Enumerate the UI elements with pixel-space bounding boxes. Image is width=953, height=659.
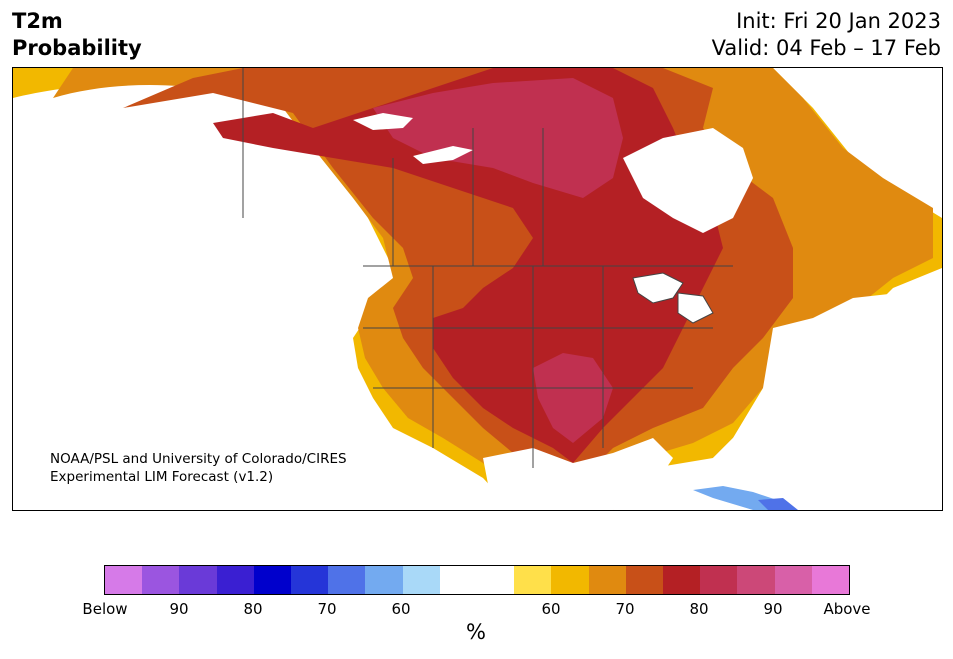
gulf-of-mexico [483, 438, 673, 510]
hudson-bay [623, 128, 753, 233]
map-title: T2m Probability [12, 8, 142, 62]
colorbar-tick: 70 [615, 600, 635, 618]
colorbar-tick: 80 [243, 600, 263, 618]
great-bear-lake [353, 113, 413, 130]
region-prob-85 [373, 78, 623, 198]
colorbar-swatch [625, 566, 664, 594]
great-slave-lake [413, 146, 473, 164]
date-info: Init: Fri 20 Jan 2023 Valid: 04 Feb – 17… [712, 8, 941, 62]
colorbar-swatch [811, 566, 850, 594]
colorbar-swatch [291, 566, 329, 594]
colorbar-swatch [774, 566, 812, 594]
colorbar-swatch [439, 566, 478, 594]
colorbar-swatch [663, 566, 701, 594]
valid-range: Valid: 04 Feb – 17 Feb [711, 36, 941, 60]
great-lakes [632, 272, 714, 324]
credit-line-1: NOAA/PSL and University of Colorado/CIRE… [50, 451, 347, 467]
colorbar-swatch [253, 566, 292, 594]
atlantic-ocean [613, 288, 942, 510]
colorbar-swatch [551, 566, 589, 594]
colorbar-swatch [216, 566, 254, 594]
colorbar-swatch [588, 566, 626, 594]
colorbar-tick: 70 [317, 600, 337, 618]
probability-map-svg [13, 68, 942, 510]
political-borders [242, 68, 733, 468]
colorbar-swatch [402, 566, 440, 594]
colorbar-swatch [105, 566, 143, 594]
colorbar-swatch [179, 566, 217, 594]
colorbar-tick: 90 [169, 600, 189, 618]
colorbar-swatch [700, 566, 738, 594]
colorbar-tick: 80 [689, 600, 709, 618]
credit-text: NOAA/PSL and University of Colorado/CIRE… [50, 450, 347, 486]
colorbar-swatch [477, 566, 515, 594]
forecast-map: NOAA/PSL and University of Colorado/CIRE… [12, 67, 943, 511]
product-label: Probability [12, 36, 142, 60]
colorbar-swatch [365, 566, 403, 594]
colorbar-swatch [514, 566, 552, 594]
credit-line-2: Experimental LIM Forecast (v1.2) [50, 469, 274, 485]
colorbar-swatch [328, 566, 366, 594]
colorbar-tick: 90 [763, 600, 783, 618]
colorbar [104, 565, 850, 595]
colorbar-swatch [142, 566, 180, 594]
init-date: Init: Fri 20 Jan 2023 [736, 9, 941, 33]
colorbar-below-label: Below [82, 600, 128, 618]
pacific-ocean [13, 208, 483, 510]
colorbar-above-label: Above [823, 600, 871, 618]
colorbar-tick: 60 [391, 600, 411, 618]
region-prob-85-south [533, 353, 613, 443]
variable-label: T2m [12, 9, 63, 33]
colorbar-swatch [737, 566, 775, 594]
colorbar-tick: 60 [541, 600, 561, 618]
region-below-70 [758, 498, 798, 510]
colorbar-unit: % [466, 620, 486, 644]
